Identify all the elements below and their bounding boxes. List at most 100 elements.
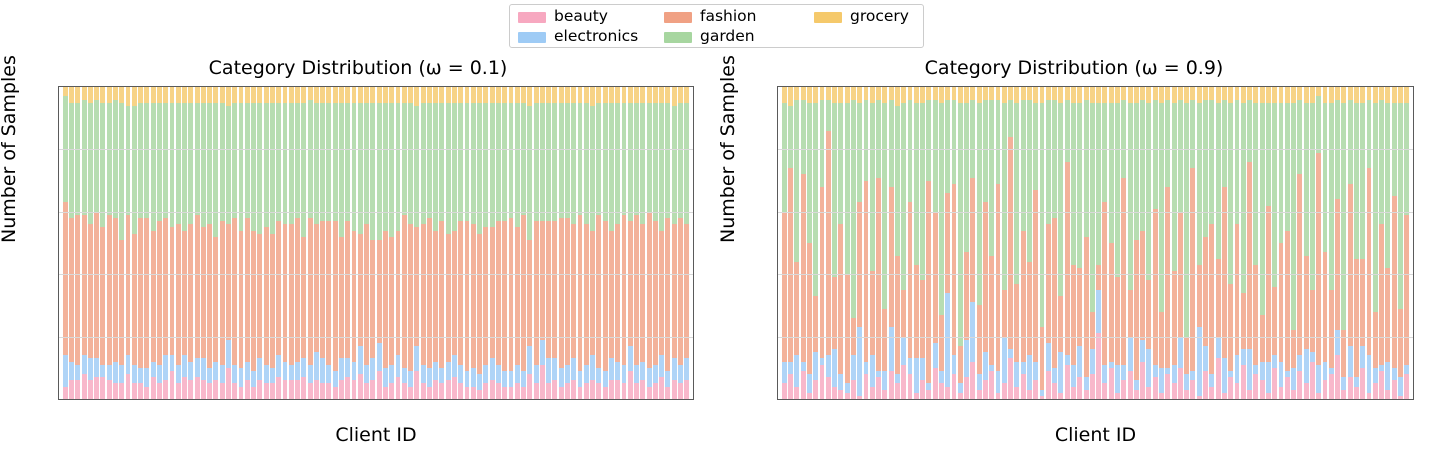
bar-client-87[interactable] [1328,87,1334,399]
bar-client-25[interactable] [939,87,944,399]
bar-client-89[interactable] [1341,87,1347,399]
bar-client-18[interactable] [895,87,900,399]
bar-client-34[interactable] [995,87,1001,399]
legend-entry-garden[interactable]: garden [664,29,814,45]
bar-client-0[interactable] [781,87,787,399]
bar-client-68[interactable] [1209,87,1215,399]
bar-client-96[interactable] [1385,87,1391,399]
bar-client-19[interactable] [901,87,907,399]
bar-client-79[interactable] [558,87,564,399]
bar-client-22[interactable] [920,87,926,399]
bar-client-92[interactable] [640,87,646,399]
bar-client-5[interactable] [813,87,819,399]
bar-client-78[interactable] [552,87,558,399]
bar-client-65[interactable] [470,87,476,399]
bar-client-18[interactable] [175,87,181,399]
bar-client-99[interactable] [684,87,690,399]
bar-client-67[interactable] [1203,87,1208,399]
bar-client-4[interactable] [87,87,93,399]
bar-client-88[interactable] [615,87,621,399]
bar-client-26[interactable] [226,87,231,399]
bar-client-81[interactable] [571,87,577,399]
bar-client-54[interactable] [1121,87,1127,399]
bar-client-77[interactable] [1265,87,1271,399]
bar-client-54[interactable] [401,87,407,399]
bar-client-86[interactable] [1322,87,1328,399]
bar-client-24[interactable] [932,87,938,399]
bar-client-3[interactable] [800,87,806,399]
bar-client-42[interactable] [1045,87,1051,399]
bar-client-40[interactable] [313,87,319,399]
bar-client-61[interactable] [445,87,451,399]
bar-client-71[interactable] [1228,87,1234,399]
bar-client-51[interactable] [1102,87,1108,399]
bar-client-62[interactable] [1171,87,1177,399]
bar-client-21[interactable] [194,87,200,399]
bar-client-51[interactable] [382,87,388,399]
bar-client-27[interactable] [951,87,957,399]
bar-client-47[interactable] [357,87,363,399]
bar-client-50[interactable] [1096,87,1102,399]
bar-client-82[interactable] [1297,87,1303,399]
bar-client-4[interactable] [806,87,812,399]
bar-client-29[interactable] [244,87,250,399]
bar-client-75[interactable] [1253,87,1259,399]
bar-client-24[interactable] [213,87,219,399]
bar-client-27[interactable] [232,87,238,399]
bar-client-43[interactable] [332,87,338,399]
bar-client-66[interactable] [1196,87,1202,399]
bar-client-10[interactable] [844,87,850,399]
bar-client-43[interactable] [1052,87,1058,399]
bar-client-57[interactable] [1140,87,1146,399]
bar-client-7[interactable] [106,87,112,399]
bar-client-45[interactable] [1064,87,1070,399]
bar-client-32[interactable] [983,87,988,399]
legend-entry-electronics[interactable]: electronics [518,29,664,45]
bar-client-95[interactable] [1379,87,1384,399]
bar-client-14[interactable] [869,87,875,399]
bar-client-63[interactable] [1177,87,1183,399]
bar-client-83[interactable] [583,87,589,399]
bar-client-2[interactable] [75,87,81,399]
bar-client-63[interactable] [458,87,464,399]
bar-client-46[interactable] [1071,87,1076,399]
bar-client-15[interactable] [156,87,162,399]
bar-client-64[interactable] [464,87,470,399]
bar-client-55[interactable] [1127,87,1133,399]
bar-client-6[interactable] [819,87,825,399]
bar-client-90[interactable] [1347,87,1353,399]
bar-client-41[interactable] [1039,87,1045,399]
bar-client-73[interactable] [1240,87,1246,399]
bar-client-7[interactable] [825,87,831,399]
bar-client-37[interactable] [1014,87,1020,399]
legend-entry-fashion[interactable]: fashion [664,9,814,25]
bar-client-12[interactable] [138,87,144,399]
bar-client-20[interactable] [188,87,194,399]
bar-client-48[interactable] [364,87,370,399]
bar-client-49[interactable] [370,87,376,399]
bar-client-38[interactable] [1020,87,1026,399]
bar-client-34[interactable] [276,87,282,399]
bar-client-9[interactable] [838,87,844,399]
bar-client-37[interactable] [295,87,300,399]
bar-client-74[interactable] [1247,87,1252,399]
bar-client-64[interactable] [1184,87,1190,399]
legend-entry-grocery[interactable]: grocery [814,9,933,25]
bar-client-41[interactable] [320,87,326,399]
bar-client-53[interactable] [1115,87,1120,399]
bar-client-36[interactable] [1008,87,1014,399]
bar-client-92[interactable] [1360,87,1366,399]
bar-client-98[interactable] [677,87,683,399]
bar-client-98[interactable] [1397,87,1403,399]
bar-client-88[interactable] [1335,87,1340,399]
bar-client-2[interactable] [794,87,800,399]
bar-client-79[interactable] [1278,87,1284,399]
bar-client-83[interactable] [1303,87,1309,399]
bar-client-28[interactable] [957,87,963,399]
bar-client-58[interactable] [426,87,432,399]
bar-client-39[interactable] [307,87,313,399]
bar-client-9[interactable] [119,87,125,399]
bar-client-44[interactable] [1058,87,1064,399]
bar-client-69[interactable] [1215,87,1221,399]
bar-client-8[interactable] [113,87,118,399]
